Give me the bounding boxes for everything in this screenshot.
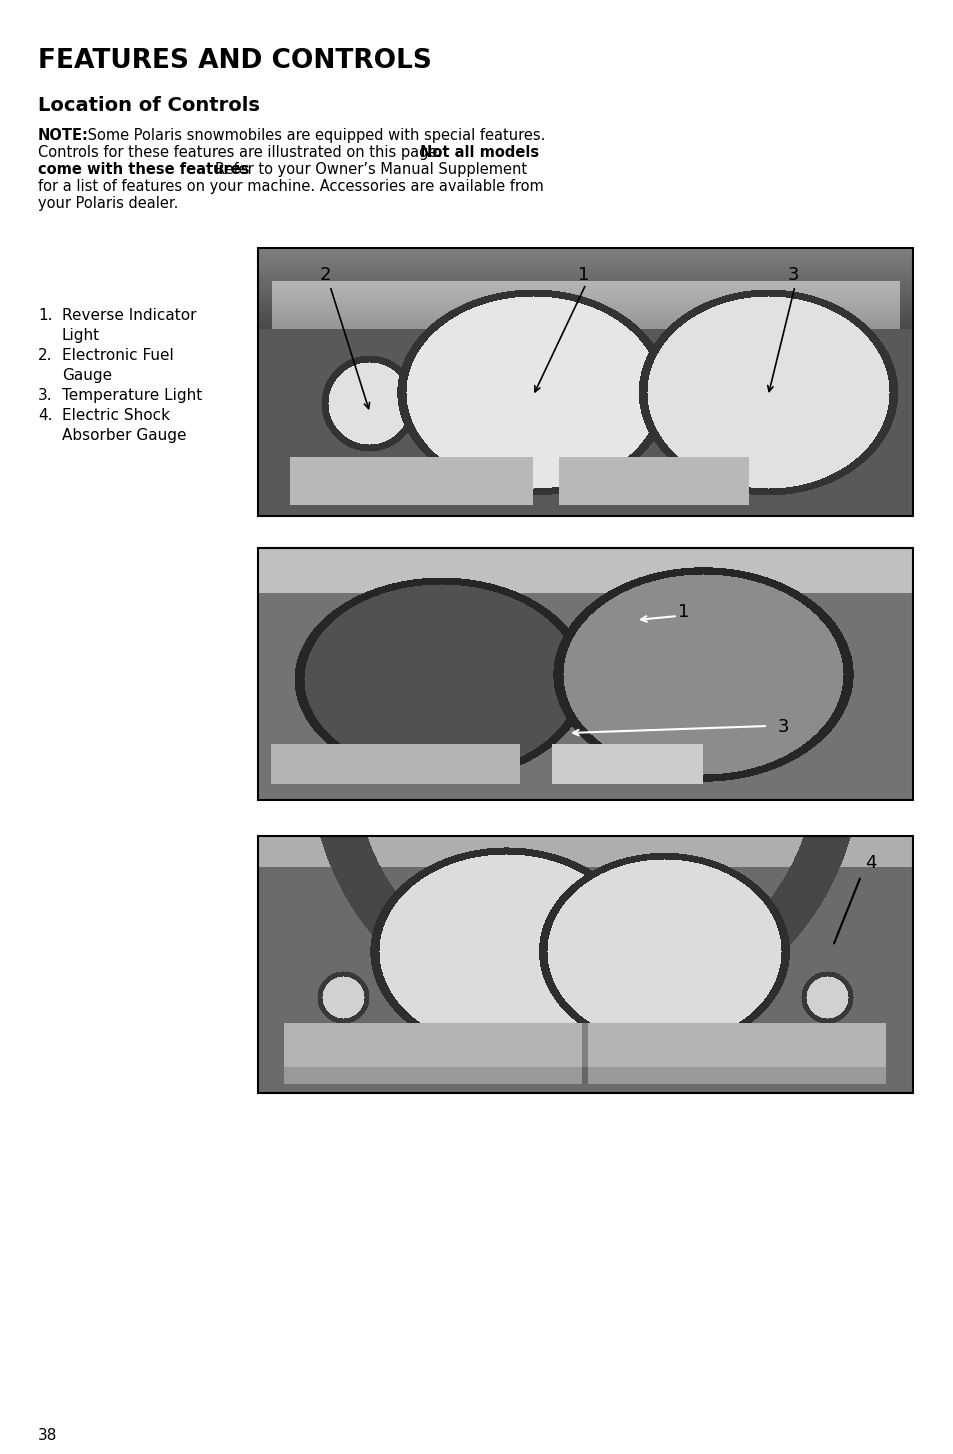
- Bar: [257, 548, 912, 800]
- Text: Some Polaris snowmobiles are equipped with special features.: Some Polaris snowmobiles are equipped wi…: [83, 128, 545, 142]
- Text: 3: 3: [778, 718, 789, 736]
- Text: 1: 1: [678, 603, 689, 621]
- Text: 4.: 4.: [38, 409, 52, 423]
- Text: Location of Controls: Location of Controls: [38, 96, 259, 115]
- Text: Reverse Indicator: Reverse Indicator: [62, 308, 196, 323]
- Text: Electric Shock: Electric Shock: [62, 409, 170, 423]
- Text: 1.: 1.: [38, 308, 52, 323]
- Text: your Polaris dealer.: your Polaris dealer.: [38, 196, 178, 211]
- Text: 4: 4: [864, 853, 876, 872]
- Text: .  Refer to your Owner’s Manual Supplement: . Refer to your Owner’s Manual Supplemen…: [201, 161, 527, 177]
- Text: for a list of features on your machine. Accessories are available from: for a list of features on your machine. …: [38, 179, 543, 193]
- Text: FEATURES AND CONTROLS: FEATURES AND CONTROLS: [38, 48, 432, 74]
- Text: 1: 1: [578, 266, 589, 284]
- Text: Electronic Fuel: Electronic Fuel: [62, 348, 173, 364]
- Text: Absorber Gauge: Absorber Gauge: [62, 427, 186, 443]
- Text: 3.: 3.: [38, 388, 52, 403]
- Text: Not all models: Not all models: [419, 145, 538, 160]
- Bar: [257, 249, 912, 516]
- Text: Gauge: Gauge: [62, 368, 112, 382]
- Text: Temperature Light: Temperature Light: [62, 388, 202, 403]
- Text: 38: 38: [38, 1428, 57, 1442]
- Text: Controls for these features are illustrated on this page.: Controls for these features are illustra…: [38, 145, 446, 160]
- Text: 2: 2: [319, 266, 331, 284]
- Text: 2.: 2.: [38, 348, 52, 364]
- Text: come with these features: come with these features: [38, 161, 250, 177]
- Text: Light: Light: [62, 329, 100, 343]
- Text: 3: 3: [787, 266, 799, 284]
- Bar: [257, 836, 912, 1093]
- Text: NOTE:: NOTE:: [38, 128, 89, 142]
